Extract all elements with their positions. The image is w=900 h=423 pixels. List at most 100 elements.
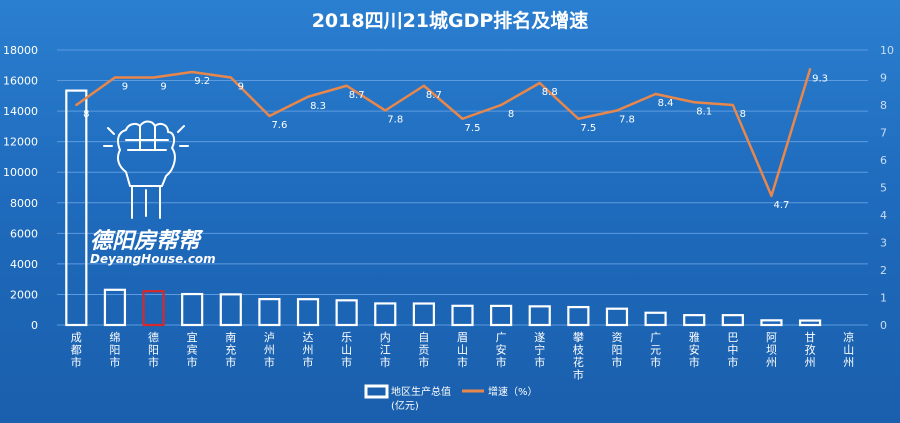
growth-point-10 <box>422 84 426 87</box>
category-label-11: 眉山市 <box>457 331 468 369</box>
legend-bar-label: 地区生产总值 <box>391 385 451 398</box>
growth-point-15 <box>615 109 619 112</box>
bar-14 <box>567 305 590 327</box>
growth-point-5 <box>229 76 232 79</box>
left-tick-label: 14000 <box>3 105 38 118</box>
bar-19 <box>760 319 783 327</box>
right-tick-label: 6 <box>880 154 887 167</box>
category-label-7: 达州市 <box>303 331 314 369</box>
growth-point-7 <box>306 95 310 98</box>
bar-8 <box>335 299 358 327</box>
svg-text:自贡市: 自贡市 <box>418 331 429 369</box>
svg-text:南充市: 南充市 <box>225 331 236 369</box>
growth-point-20 <box>808 68 812 71</box>
chart-title: 2018四川21城GDP排名及增速 <box>312 9 589 32</box>
bar-15 <box>605 307 629 327</box>
category-label-4: 宜宾市 <box>187 330 198 369</box>
category-label-9: 内江市 <box>380 330 391 369</box>
right-tick-label: 10 <box>880 44 894 57</box>
bar-5 <box>219 293 242 327</box>
svg-text:阿坝州: 阿坝州 <box>766 331 777 369</box>
svg-text:甘孜州: 甘孜州 <box>805 331 816 369</box>
watermark-chinese: 德阳房帮帮 <box>90 229 204 254</box>
growth-point-18 <box>731 103 735 107</box>
growth-label-9: 7.8 <box>387 115 403 126</box>
growth-label-1: 8 <box>83 109 89 120</box>
category-label-3: 德阳市 <box>148 330 159 369</box>
growth-point-13 <box>538 81 541 85</box>
bar-4 <box>181 292 204 327</box>
category-label-1: 成都市 <box>71 331 82 369</box>
left-tick-label: 0 <box>31 319 38 332</box>
svg-text:广安市: 广安市 <box>496 331 507 369</box>
svg-text:内江市: 内江市 <box>380 330 391 369</box>
bar-7 <box>296 298 320 327</box>
growth-label-2: 9 <box>122 82 128 93</box>
right-tick-label: 2 <box>880 264 887 277</box>
bar-16 <box>644 311 667 327</box>
growth-label-12: 8 <box>508 109 514 120</box>
growth-label-17: 8.1 <box>696 106 712 117</box>
svg-text:眉山市: 眉山市 <box>457 331 468 369</box>
legend-bar-unit: (亿元) <box>391 399 419 412</box>
bar-1 <box>65 89 88 327</box>
growth-label-14: 7.5 <box>580 123 596 134</box>
fist-logo-icon <box>103 120 189 219</box>
right-tick-label: 1 <box>880 292 887 305</box>
category-label-15: 资阳市 <box>611 331 622 369</box>
bar-9 <box>374 302 397 327</box>
svg-text:巴中市: 巴中市 <box>727 331 738 369</box>
category-label-12: 广安市 <box>496 331 507 369</box>
growth-label-16: 8.4 <box>658 98 674 109</box>
legend-line-label: 增速（%） <box>488 385 538 398</box>
right-tick-label: 9 <box>880 72 887 85</box>
right-tick-label: 0 <box>880 319 887 332</box>
category-label-6: 泸州市 <box>264 331 275 369</box>
left-tick-label: 4000 <box>10 258 38 271</box>
left-tick-label: 16000 <box>3 75 38 88</box>
growth-point-19 <box>770 194 773 197</box>
svg-text:成都市: 成都市 <box>71 331 82 369</box>
svg-text:宜宾市: 宜宾市 <box>187 330 198 369</box>
category-label-21: 凉山州 <box>843 330 854 369</box>
right-tick-label: 7 <box>880 127 887 140</box>
growth-label-11: 7.5 <box>465 123 481 134</box>
category-label-13: 遂宁市 <box>534 330 545 369</box>
right-tick-label: 8 <box>880 99 887 112</box>
left-tick-label: 2000 <box>10 288 38 301</box>
svg-text:资阳市: 资阳市 <box>611 331 622 369</box>
left-tick-label: 18000 <box>3 44 38 57</box>
growth-label-13: 8.8 <box>542 87 558 98</box>
bar-3 <box>142 290 165 327</box>
growth-label-3: 9 <box>160 82 166 93</box>
bar-2 <box>103 288 127 327</box>
growth-label-10: 8.7 <box>426 90 442 101</box>
left-tick-label: 8000 <box>10 197 38 210</box>
svg-text:泸州市: 泸州市 <box>264 331 275 369</box>
growth-label-18: 8 <box>740 109 746 120</box>
bar-10 <box>412 302 435 327</box>
bar-18 <box>721 314 744 327</box>
category-label-10: 自贡市 <box>418 331 429 369</box>
right-tick-label: 4 <box>880 209 887 222</box>
growth-point-9 <box>384 109 387 112</box>
category-label-8: 乐山市 <box>341 331 352 369</box>
svg-text:绵阳市: 绵阳市 <box>109 330 120 369</box>
svg-text:攀枝花市: 攀枝花市 <box>573 331 584 382</box>
left-tick-label: 12000 <box>3 136 38 149</box>
svg-text:德阳市: 德阳市 <box>148 330 159 369</box>
right-tick-label: 5 <box>880 182 887 195</box>
growth-label-6: 7.6 <box>271 120 287 131</box>
left-tick-label: 6000 <box>10 227 38 240</box>
category-label-16: 广元市 <box>650 331 661 369</box>
category-label-2: 绵阳市 <box>109 330 120 369</box>
bar-11 <box>451 304 474 327</box>
growth-line <box>75 68 812 197</box>
bar-6 <box>258 298 281 327</box>
growth-label-4: 9.2 <box>194 76 210 87</box>
svg-text:乐山市: 乐山市 <box>341 331 352 369</box>
svg-text:广元市: 广元市 <box>650 331 661 369</box>
growth-point-2 <box>113 76 117 79</box>
growth-label-15: 7.8 <box>619 115 635 126</box>
